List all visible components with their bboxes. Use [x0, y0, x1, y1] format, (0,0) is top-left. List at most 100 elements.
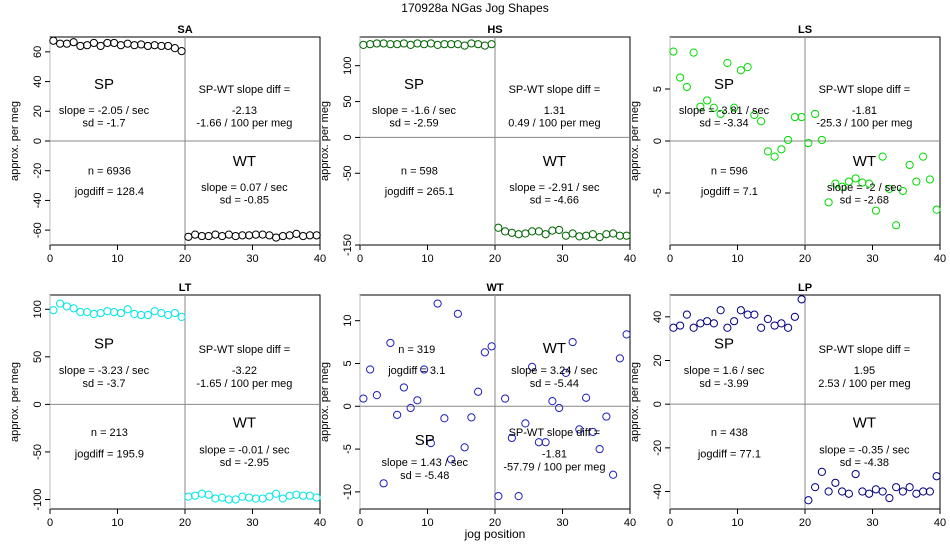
panel-wt-point	[386, 338, 395, 348]
panel-lt-ytick-label: 100	[32, 300, 44, 318]
panel-hs-point	[534, 227, 543, 236]
panel-wt-label-sp-slope: slope = 1.43 / sec	[382, 457, 469, 469]
panel-lt-point	[137, 310, 146, 320]
panel-ls-point	[763, 147, 772, 156]
panel-ls-point	[898, 186, 907, 196]
panel-lp-label-diff-value: 1.95	[854, 365, 875, 377]
panel-ls-point	[912, 177, 921, 186]
panel-lt-point	[204, 490, 213, 499]
panel-lp-point	[790, 312, 799, 321]
panel-hs-ytick-label: -150	[342, 234, 354, 256]
panel-lp-point	[865, 489, 874, 498]
panel-lp-xtick-label: 30	[866, 517, 878, 529]
panel-lt-label-diff-title: SP-WT slope diff =	[199, 344, 291, 356]
panel-hs-point	[507, 228, 516, 237]
panel-hs-ylabel: approx. per meg	[319, 101, 331, 181]
panel-hs-xtick-label: 0	[357, 253, 363, 265]
panel-lt-label-wt: WT	[233, 415, 256, 432]
panel-ls-xtick-label: 20	[799, 253, 811, 265]
panel-lt-label-sp-slope: slope = -3.23 / sec	[59, 365, 150, 377]
panel-lt-point	[76, 308, 85, 317]
panel-lt-ytick-label: 50	[32, 351, 44, 363]
panel-ls-point	[682, 82, 691, 92]
panel-wt-point	[399, 383, 408, 392]
panel-wt-label-diff-title: SP-WT slope diff =	[509, 427, 601, 439]
panel-sa-point	[312, 231, 321, 240]
panel-ls-point	[730, 103, 739, 112]
panel-wt-point	[426, 438, 435, 448]
panel-wt-label-wt-slope: slope = 3.24 / sec	[511, 365, 598, 377]
panel-sa-point	[204, 231, 213, 241]
panel-lp-point	[777, 319, 786, 328]
panel-hs-point	[379, 39, 388, 48]
panel-lt-point	[157, 308, 166, 318]
panel-sa-title: SA	[177, 24, 192, 36]
panel-lp-point	[797, 295, 806, 304]
panel-hs-point	[575, 232, 584, 241]
panel-sa-point	[164, 41, 173, 51]
panel-hs-point	[359, 40, 368, 49]
panel-wt-label-jogdiff: jogdiff = 3.1	[387, 365, 445, 377]
panel-ls-point	[817, 135, 826, 145]
panel-ls-point	[743, 63, 752, 72]
panel-wt-label-diff-per: -57.79 / 100 per meg	[503, 461, 605, 473]
panel-sa-label-wt-slope: slope = 0.07 / sec	[201, 182, 288, 194]
panel-hs-point	[406, 40, 415, 49]
panel-lp-point	[763, 314, 772, 324]
panel-lt-point	[224, 495, 233, 504]
panel-sa-point	[224, 230, 233, 239]
panel-sa-label-diff-value: -2.13	[232, 105, 257, 117]
panel-hs-point	[541, 230, 550, 239]
panel-sa-point	[251, 230, 260, 239]
panel-lp-point	[919, 487, 928, 496]
panel-lp-point	[844, 489, 853, 498]
panel-lt-ytick-label: -50	[32, 444, 44, 460]
panel-lt-point	[305, 491, 314, 500]
panel-lt-point	[238, 492, 247, 501]
panel-lt-xtick-label: 20	[179, 517, 191, 529]
panel-sa-label-sp: SP	[94, 76, 114, 93]
panel-lt-point	[285, 491, 294, 500]
panel-lp-point	[885, 493, 894, 503]
panel-sa-point	[110, 38, 119, 48]
panel-hs-point	[413, 39, 422, 48]
panel-wt-point	[372, 391, 381, 400]
panel-ls-title: LS	[798, 24, 812, 36]
panel-ls-point	[770, 152, 779, 161]
panel-lp-label-diff-per: 2.53 / 100 per meg	[818, 378, 910, 390]
panel-hs-point	[615, 231, 624, 240]
panel-sa-xtick-label: 0	[47, 253, 53, 265]
panel-ls-label-diff-title: SP-WT slope diff =	[819, 84, 911, 96]
panel-ls-point	[905, 160, 914, 170]
panel-wt-ytick-label: 5	[342, 360, 354, 366]
panel-sa-ytick-label: 40	[32, 75, 44, 87]
panel-ls-label-wt: WT	[853, 153, 876, 170]
panel-ls-point	[919, 152, 928, 161]
panel-lt-point	[218, 493, 227, 502]
panel-ls-label-sp: SP	[714, 76, 734, 93]
panel-lt-point	[211, 494, 220, 503]
panel-sa-point	[89, 38, 98, 48]
panel-hs-point	[399, 39, 408, 48]
panel-sa-point	[62, 39, 71, 48]
panel-lt-point	[184, 492, 193, 501]
panel-ls-label-wt-slope: slope = -2 / sec	[827, 182, 902, 194]
panel-hs-label-wt-sd: sd = -4.66	[530, 194, 579, 206]
panel-hs-point	[514, 230, 523, 239]
panel-lt-label-n: n = 213	[91, 427, 128, 439]
panel-lt-point	[89, 309, 98, 319]
panel-ls-point	[777, 145, 786, 154]
panel-lp-point	[912, 489, 921, 498]
panel-wt-point	[413, 396, 422, 405]
panel-lp-point	[689, 323, 698, 332]
panel-hs-point	[548, 226, 557, 235]
panel-ls-label-n: n = 596	[711, 165, 748, 177]
panel-ls-point	[878, 152, 887, 161]
panel-sa-point	[197, 231, 206, 241]
panel-wt-label-sp-sd: sd = -5.48	[400, 470, 449, 482]
panel-hs-point	[480, 41, 489, 50]
panel-wt-xtick-label: 20	[489, 517, 501, 529]
panel-sa-point	[116, 41, 125, 50]
panel-lt-point	[62, 302, 71, 311]
panel-wt-point	[609, 470, 618, 479]
